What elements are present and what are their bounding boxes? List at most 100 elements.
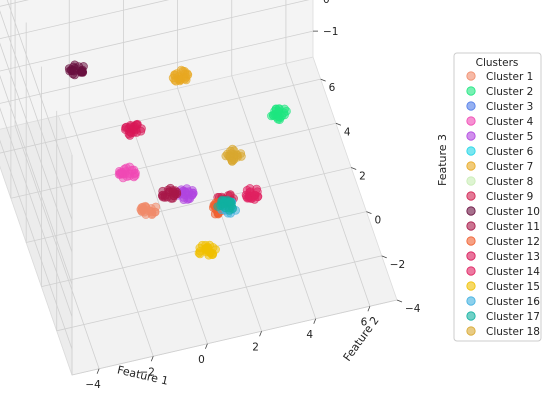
data-point-cluster-10 [69, 66, 79, 76]
y-gridline-floor [71, 299, 398, 376]
y-tick-label: −2 [390, 259, 405, 271]
legend-marker [466, 281, 476, 291]
y-tick-label: 2 [359, 170, 366, 182]
y-gridline-floor [0, 78, 321, 154]
data-point-cluster-15 [194, 248, 204, 258]
y-gridline-floor [56, 255, 382, 332]
y-gridline-floor [10, 122, 336, 199]
data-point-cluster-13 [126, 121, 135, 130]
data-point-cluster-5 [184, 187, 193, 196]
legend-marker [466, 71, 476, 81]
data-point-cluster-11 [169, 191, 179, 200]
data-point-cluster-15 [206, 248, 215, 258]
data-point-cluster-14 [243, 193, 252, 203]
legend-label: Cluster 13 [486, 251, 540, 263]
x-gridline-floor [123, 100, 208, 344]
legend-marker [466, 296, 476, 306]
legend-marker [466, 101, 476, 111]
y-tick-mark [366, 211, 372, 215]
x-tick-label: 0 [198, 354, 205, 366]
legend-label: Cluster 7 [486, 161, 533, 173]
y-tick-mark [396, 299, 403, 303]
x-tick-label: −2 [140, 366, 155, 378]
data-point-cluster-1 [150, 207, 160, 217]
legend-label: Cluster 9 [486, 191, 533, 203]
legend-marker [466, 116, 476, 126]
legend-label: Cluster 11 [486, 221, 540, 233]
data-point-cluster-4 [125, 162, 134, 172]
data-point-cluster-13 [131, 125, 141, 134]
legend-label: Cluster 1 [486, 71, 533, 83]
data-point-cluster-7 [181, 73, 191, 82]
x-tick-mark [313, 318, 317, 324]
axes-panes [0, 0, 398, 376]
legend-label: Cluster 8 [486, 176, 533, 188]
legend-marker [466, 86, 476, 96]
x-tick-label: 2 [252, 341, 259, 353]
legend-label: Cluster 14 [486, 266, 540, 278]
y-tick-mark [335, 122, 342, 126]
legend-marker [466, 146, 476, 156]
x-tick-mark [367, 306, 371, 312]
legend-frame [453, 52, 542, 342]
data-point-cluster-14 [245, 184, 255, 193]
z-gridline-left [0, 139, 73, 350]
legend-marker [466, 176, 476, 186]
z-gridline-left [0, 107, 73, 317]
data-point-cluster-1 [140, 207, 149, 217]
y-tick-label: 0 [374, 215, 381, 227]
x-gridline-floor [68, 113, 154, 357]
z-axis-label: Feature 3 [436, 134, 449, 186]
back-pane [0, 0, 314, 130]
legend-label: Cluster 4 [486, 116, 534, 128]
z-gridline-left [0, 42, 73, 253]
data-point-cluster-2 [282, 106, 291, 116]
data-point-cluster-10 [78, 68, 88, 77]
data-point-cluster-18 [227, 157, 237, 166]
data-point-cluster-11 [160, 193, 170, 202]
x-tick-mark [259, 331, 262, 337]
legend-marker [466, 311, 476, 321]
data-point-cluster-18 [221, 151, 231, 161]
legend-label: Cluster 2 [486, 86, 533, 98]
legend-marker [466, 131, 476, 141]
legend-marker [466, 221, 476, 231]
data-points [64, 60, 291, 260]
z-gridline-left [0, 10, 73, 220]
legend-marker [466, 191, 476, 201]
z-gridline-back [0, 30, 314, 104]
z-gridline-left [6, 0, 73, 188]
x-tick-label: 4 [306, 329, 313, 341]
x-tick-mark [205, 343, 208, 349]
z-gridline-back [0, 0, 310, 72]
z-gridline-left [0, 74, 73, 285]
legend-label: Cluster 18 [486, 326, 540, 338]
legend-label: Cluster 16 [486, 296, 540, 308]
legend-marker [466, 326, 476, 336]
legend-label: Cluster 5 [486, 131, 533, 143]
legend-marker [466, 206, 476, 216]
y-gridline-floor [26, 167, 352, 243]
data-point-cluster-2 [275, 113, 285, 122]
y-tick-mark [320, 78, 326, 82]
x-tick-label: −4 [85, 379, 101, 391]
data-point-cluster-7 [171, 76, 181, 86]
legend-label: Cluster 3 [486, 101, 533, 113]
legend-title: Clusters [476, 57, 519, 69]
x-tick-mark [96, 368, 100, 374]
legend-label: Cluster 10 [486, 206, 540, 218]
x-gridline-floor [231, 75, 317, 319]
data-point-cluster-17 [213, 202, 222, 211]
y-tick-mark [381, 255, 387, 259]
legend-label: Cluster 15 [486, 281, 540, 293]
legend-marker [466, 251, 476, 261]
x-tick-mark [150, 356, 154, 362]
y-tick-label: 4 [344, 126, 351, 138]
z-gridline-back [0, 0, 170, 40]
legend-items: Cluster 1 Cluster 2 Cluster 3 Cluster 4 Clus… [466, 71, 540, 338]
data-point-cluster-14 [250, 195, 259, 204]
y-tick-mark [351, 167, 357, 170]
